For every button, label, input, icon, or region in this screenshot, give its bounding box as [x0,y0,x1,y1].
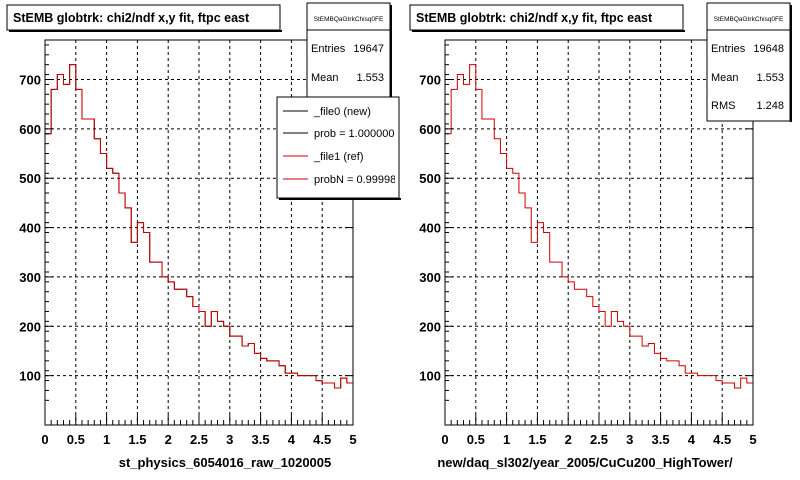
histogram-series-2 [45,64,353,389]
legend-label: _file0 (new) [313,106,371,118]
x-tick-label: 2.5 [590,432,608,447]
stats-value: 1.248 [756,100,784,112]
stats-label: Entries [711,43,746,55]
x-tick-label: 1.5 [528,432,546,447]
stats-label: Entries [311,43,346,55]
x-tick-label: 4 [688,432,696,447]
x-tick-label: 0.5 [467,432,485,447]
legend-label: _file1 (ref) [313,151,364,163]
histogram-series-1 [445,64,753,389]
stats-value: 19647 [353,43,384,55]
y-tick-label: 700 [19,72,41,87]
x-tick-label: 1 [503,432,510,447]
stats-label: RMS [711,100,735,112]
title-box [409,4,684,31]
x-tick-label: 5 [749,432,756,447]
y-tick-label: 200 [419,319,441,334]
x-tick-label: 3 [626,432,633,447]
stats-name: StEMBQaGtrkChisq0FE [714,16,784,23]
y-tick-label: 500 [19,171,41,186]
stats-value: 1.553 [756,72,784,84]
chart-title: StEMB globtrk: chi2/ndf x,y fit, ftpc ea… [13,11,250,25]
x-tick-label: 2.5 [190,432,208,447]
x-tick-label: 4.5 [313,432,331,447]
y-tick-label: 300 [419,270,441,285]
legend: _file0 (new) prob = 1.000000 _file1 (ref) p… [276,96,402,200]
x-tick-label: 2 [565,432,572,447]
legend-box [276,96,400,199]
y-tick-label: 100 [419,369,441,384]
y-tick-label: 400 [19,221,41,236]
stats-value: 19648 [753,43,784,55]
x-tick-label: 1 [103,432,110,447]
chart-title: StEMB globtrk: chi2/ndf x,y fit, ftpc ea… [416,11,653,25]
x-tick-label: 0 [441,432,448,447]
x-tick-label: 3 [226,432,233,447]
x-tick-label: 4 [288,432,296,447]
x-axis-label: new/daq_sl302/year_2005/CuCu200_HighTowe… [437,455,733,470]
x-tick-label: 1.5 [128,432,146,447]
y-tick-label: 300 [19,270,41,285]
y-tick-label: 600 [419,122,441,137]
x-tick-label: 4.5 [713,432,731,447]
legend-label: probN = 0.999988 [314,174,402,186]
histogram-panel-1: 100 200 300 400 500 600 700 0 0.5 1 1.5 2 2.5 3 3.5 4 4.… [6,2,402,470]
x-tick-label: 3.5 [252,432,270,447]
x-axis-label: st_physics_6054016_raw_1020005 [119,455,332,470]
x-tick-label: 0 [41,432,48,447]
stats-value: 1.553 [356,72,384,84]
title-box [6,4,281,31]
y-tick-label: 200 [19,319,41,334]
y-tick-label: 500 [419,171,441,186]
histogram-panel-2: 100 200 300 400 500 600 700 0 0.5 1 1.5 2 2.5 3 3.5 4 4.… [409,2,792,470]
legend-label: prob = 1.000000 [314,128,394,140]
x-tick-label: 2 [165,432,172,447]
stats-label: Mean [711,72,739,84]
x-tick-label: 3.5 [652,432,670,447]
x-tick-label: 5 [349,432,356,447]
stats-label: Mean [311,72,339,84]
y-tick-label: 400 [419,221,441,236]
y-tick-label: 600 [19,122,41,137]
y-tick-label: 700 [419,72,441,87]
y-tick-label: 100 [19,369,41,384]
x-tick-label: 0.5 [67,432,85,447]
stats-name: StEMBQaGtrkChisq0FE [314,16,384,23]
stats-box [706,2,791,122]
